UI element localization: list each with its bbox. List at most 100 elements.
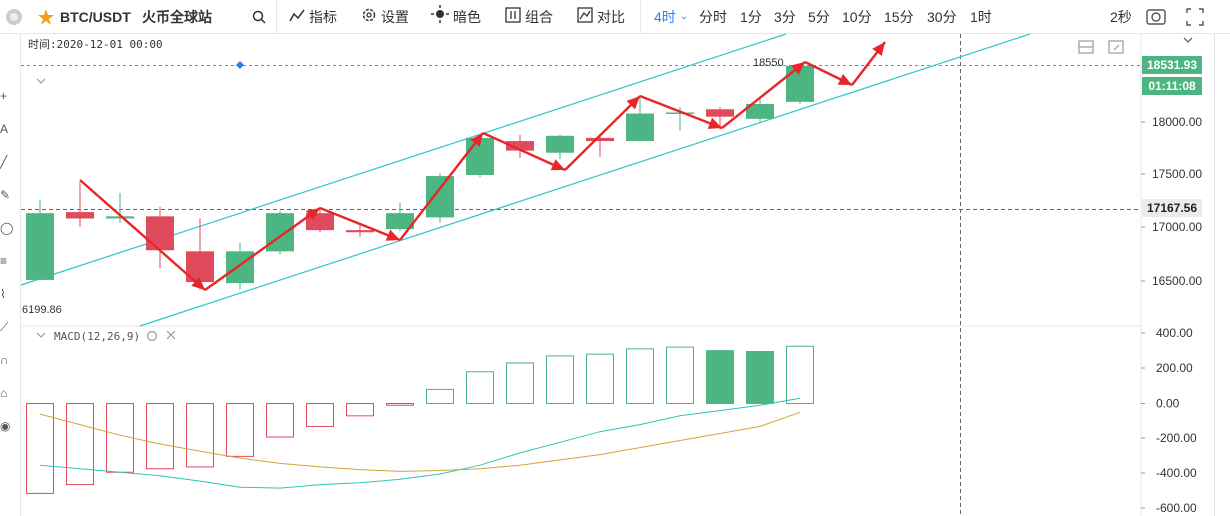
indicator-label: 指标 <box>309 9 337 25</box>
macd-bar <box>786 345 814 404</box>
macd-bar <box>66 403 94 486</box>
interval-5m[interactable]: 5分 <box>808 9 830 25</box>
trend-arrow-line <box>319 206 401 242</box>
dif-line <box>39 397 801 489</box>
trend-arrow-head <box>872 42 885 56</box>
exchange-logo-icon <box>4 0 24 34</box>
candle <box>586 137 614 142</box>
macd-collapse-icon[interactable] <box>36 332 46 338</box>
candle <box>386 213 414 230</box>
macd-bar <box>266 403 294 438</box>
interval-timeline[interactable]: 分时 <box>699 9 727 25</box>
camera-icon[interactable] <box>1146 0 1166 34</box>
interval-3m[interactable]: 3分 <box>774 9 796 25</box>
macd-bar <box>466 371 494 404</box>
settings-button[interactable]: 设置 <box>361 0 409 34</box>
trend-arrow-head <box>837 73 852 85</box>
combo-button[interactable]: 组合 <box>505 0 553 34</box>
right-panel-edge <box>1214 34 1230 516</box>
exchange-label: 火币全球站 <box>142 9 212 25</box>
text-icon[interactable]: A <box>0 122 9 136</box>
lock-icon[interactable]: ⌂ <box>0 386 8 400</box>
toolbar: BTC/USDT 火币全球站 指标 设置 暗色 组合 对比 4时 ⌄ 分时 1分… <box>0 0 1230 34</box>
low-annotation: 6199.86 <box>22 304 62 316</box>
interval-30m[interactable]: 30分 <box>927 9 957 25</box>
refresh-interval[interactable]: 2秒 <box>1110 9 1132 25</box>
trend-arrow-line <box>399 132 484 241</box>
compare-button[interactable]: 对比 <box>577 0 625 34</box>
candle <box>106 216 134 219</box>
channel-lower-line <box>139 33 1031 327</box>
dark-mode-button[interactable]: 暗色 <box>431 0 481 34</box>
trend-arrow-line <box>79 179 206 291</box>
crosshair-icon[interactable]: + <box>0 89 8 103</box>
macd-axis-label: -400.00 <box>1156 466 1197 480</box>
macd-axis-label: 200.00 <box>1156 361 1193 375</box>
interval-10m[interactable]: 10分 <box>842 9 872 25</box>
candle <box>546 135 574 153</box>
brush-icon[interactable]: ✎ <box>0 188 11 202</box>
circle-icon[interactable]: ◯ <box>0 221 14 235</box>
compare-label: 对比 <box>597 9 625 25</box>
grid-icon <box>505 1 521 35</box>
drawing-toolbar: + A ╱ ✎ ◯ ≡ ⌇ ⟋ ∩ ⌂ ◉ <box>0 34 21 516</box>
interval-15m[interactable]: 15分 <box>884 9 914 25</box>
maximize-icon[interactable] <box>1108 40 1124 54</box>
candle <box>506 141 534 151</box>
indicator-button[interactable]: 指标 <box>289 0 337 34</box>
trend-arrow-head <box>707 117 722 129</box>
eye-icon[interactable]: ◉ <box>0 419 11 433</box>
collapse-icon[interactable] <box>36 78 46 84</box>
candle <box>626 113 654 142</box>
macd-axis-label: 0.00 <box>1156 397 1180 411</box>
trend-arrow-line <box>204 207 321 291</box>
crosshair-price-tag: 17167.56 <box>1142 199 1202 217</box>
macd-bar <box>346 403 374 417</box>
macd-axis-label: 400.00 <box>1156 326 1193 340</box>
fullscreen-icon[interactable] <box>1186 0 1204 34</box>
pattern-icon[interactable]: ⌇ <box>0 287 6 301</box>
star-icon[interactable] <box>38 0 54 34</box>
interval-1h[interactable]: 1时 <box>970 9 992 25</box>
trend-arrow-head <box>626 96 640 110</box>
macd-bar <box>586 353 614 404</box>
magnet-icon[interactable]: ∩ <box>0 353 9 367</box>
fib-icon[interactable]: ≡ <box>0 254 8 268</box>
trend-arrow-line <box>564 95 641 171</box>
interval-4h[interactable]: 4时 <box>654 9 676 25</box>
layout-icon[interactable] <box>1078 40 1094 54</box>
price-axis-label: 18000.00 <box>1152 115 1202 129</box>
macd-bar <box>106 403 134 473</box>
macd-bar <box>226 403 254 457</box>
trend-arrow-head <box>191 276 205 290</box>
settings-label: 设置 <box>381 9 409 25</box>
compare-icon <box>577 1 593 35</box>
gear-icon <box>361 1 377 35</box>
macd-bar <box>306 403 334 427</box>
macd-bar <box>746 351 774 405</box>
search-icon[interactable] <box>252 0 266 34</box>
candle <box>706 109 734 117</box>
close-icon[interactable] <box>166 330 176 340</box>
chevron-down-icon[interactable]: ⌄ <box>680 11 689 22</box>
trend-arrow-line <box>482 131 566 172</box>
dark-mode-label: 暗色 <box>453 9 481 25</box>
trend-arrow-line <box>721 61 806 129</box>
ruler-icon[interactable]: ⟋ <box>0 320 9 334</box>
channel-upper-line <box>20 33 787 286</box>
interval-1m[interactable]: 1分 <box>740 9 762 25</box>
candle <box>346 230 374 233</box>
candle <box>146 216 174 251</box>
combo-label: 组合 <box>525 9 553 25</box>
symbol-label[interactable]: BTC/USDT <box>60 9 131 25</box>
marker-diamond-icon <box>236 61 244 69</box>
settings-chevron-icon[interactable] <box>1183 37 1193 43</box>
trend-arrow-head <box>550 159 565 171</box>
macd-bar <box>426 388 454 404</box>
line-icon[interactable]: ╱ <box>0 155 8 169</box>
macd-bar <box>146 403 174 470</box>
candle <box>746 103 774 119</box>
macd-settings-icon[interactable] <box>146 330 158 342</box>
macd-bar <box>626 348 654 404</box>
